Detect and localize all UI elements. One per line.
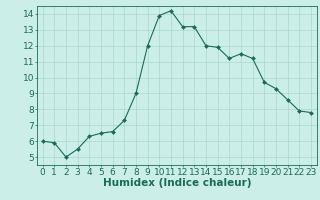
X-axis label: Humidex (Indice chaleur): Humidex (Indice chaleur) — [102, 178, 251, 188]
